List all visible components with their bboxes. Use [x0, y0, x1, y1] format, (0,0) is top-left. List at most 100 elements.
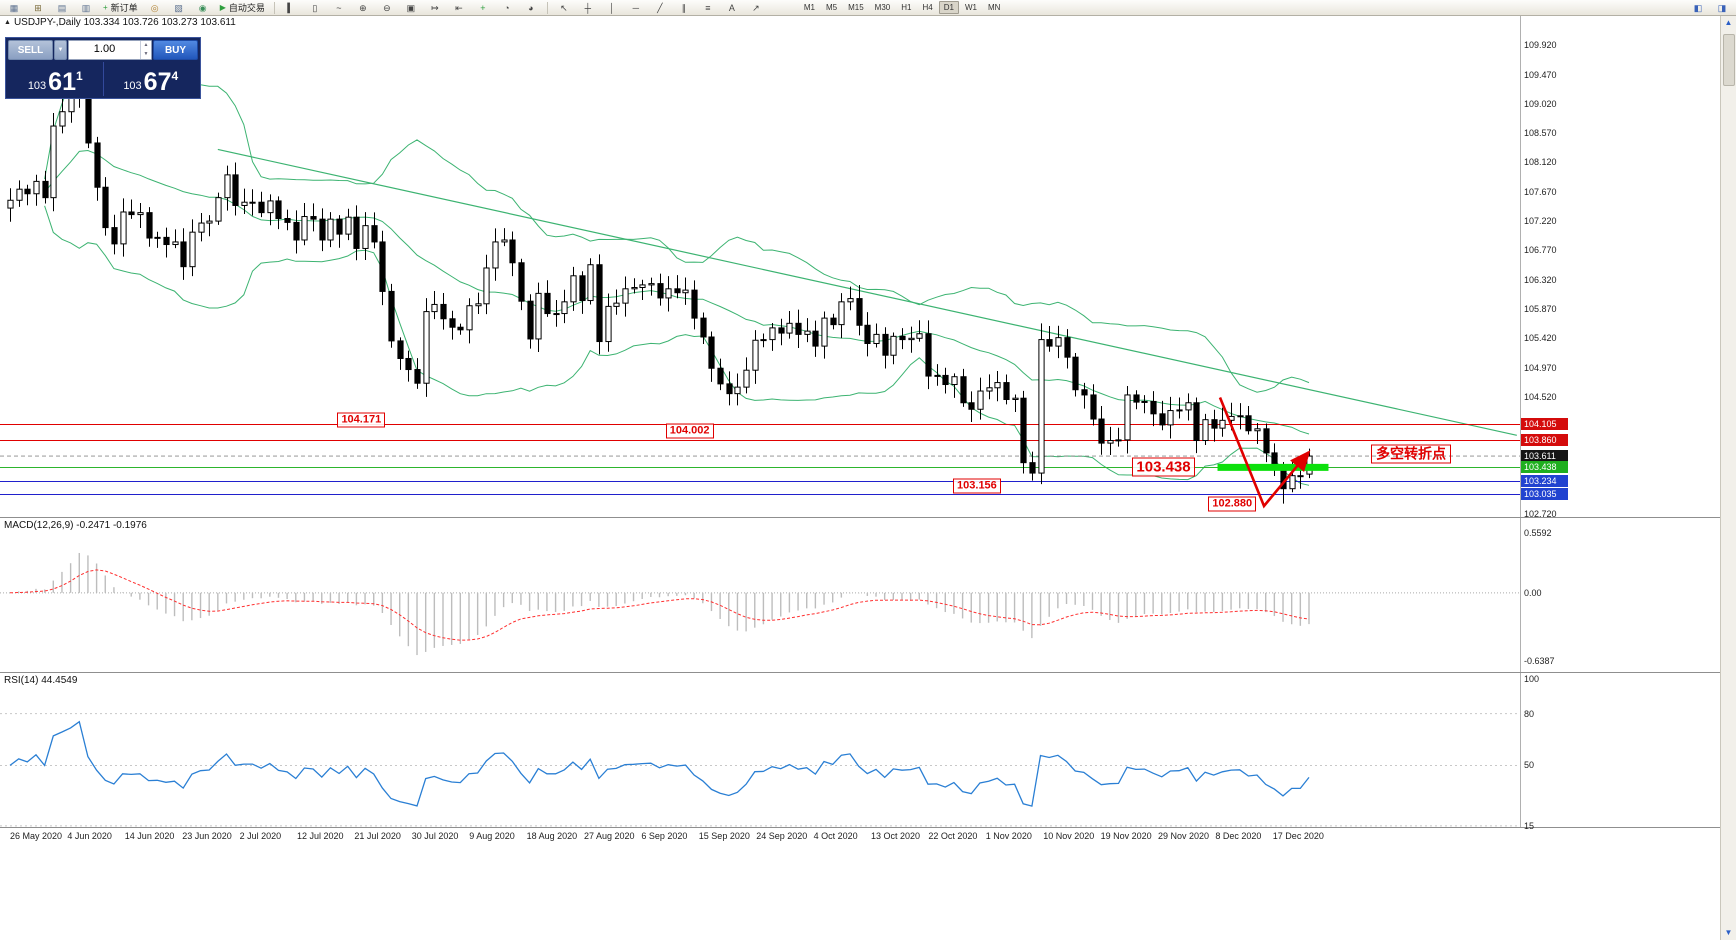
dock-left-icon[interactable]: ◧ — [1693, 2, 1703, 13]
bollinger-middle-band — [44, 149, 1310, 435]
volume-down-icon[interactable]: ▼ — [143, 51, 149, 57]
chart-window: ▲ USDJPY-,Daily 103.334 103.726 103.273 … — [0, 16, 1720, 940]
dock-right-icon[interactable]: ◨ — [1717, 2, 1727, 13]
date-label: 26 May 2020 — [10, 831, 63, 841]
charts-toolbar-icon[interactable]: ▦ — [9, 2, 19, 13]
indicators-icon[interactable]: + — [480, 2, 486, 13]
price-tick-label: 104.970 — [1524, 362, 1557, 373]
volume-input[interactable]: 1.00 ▲ ▼ — [68, 40, 152, 60]
price-tick-label: 109.470 — [1524, 69, 1557, 80]
date-label: 27 Aug 2020 — [584, 831, 635, 841]
price-tick-label: 105.870 — [1524, 303, 1557, 314]
date-axis[interactable]: 26 May 2020 4 Jun 2020 14 Jun 2020 23 Jun 2… — [0, 828, 1720, 845]
navigator-icon[interactable]: ▥ — [81, 2, 91, 13]
zoom-in-icon[interactable]: ⊕ — [359, 2, 367, 13]
timeframe-w1-button[interactable]: W1 — [964, 3, 977, 12]
horizontal-line-tool-icon[interactable]: ─ — [632, 2, 640, 13]
collapse-panel-icon[interactable]: ▲ — [4, 19, 11, 26]
macd-pane[interactable]: MACD(12,26,9) -0.2471 -0.1976 0.5592 0.00… — [0, 518, 1720, 673]
date-label: 1 Nov 2020 — [985, 831, 1032, 841]
price-tag: 104.105 — [1521, 417, 1568, 430]
date-label: 2 Jul 2020 — [239, 831, 282, 841]
timeframe-toolbar: M1 M5 M15 M30 H1 H4 D1 W1 MN — [799, 1, 1006, 14]
timeframe-m30-button[interactable]: M30 — [874, 3, 891, 12]
timeframe-m15-button[interactable]: M15 — [848, 3, 864, 12]
date-label: 14 Jun 2020 — [124, 831, 175, 841]
macd-canvas[interactable] — [0, 518, 1520, 673]
autotrading-label: 自动交易 — [228, 3, 265, 13]
timeframe-d1-button[interactable]: D1 — [938, 1, 959, 14]
macd-axis[interactable]: 0.5592 0.00 -0.6387 — [1520, 518, 1568, 672]
buy-price-prefix: 103 — [123, 80, 142, 92]
timeframe-h1-button[interactable]: H1 — [901, 3, 912, 12]
zoom-out-icon[interactable]: ⊖ — [383, 2, 391, 13]
crosshair-icon[interactable]: ┼ — [584, 2, 592, 13]
buy-price[interactable]: 103 67 4 — [104, 62, 199, 96]
macd-axis-label: -0.6387 — [1524, 656, 1555, 667]
cursor-icon[interactable]: ↖ — [560, 2, 568, 13]
rsi-axis-label: 50 — [1524, 760, 1535, 771]
tile-windows-icon[interactable]: ▣ — [406, 2, 416, 13]
chart-info: ▲ USDJPY-,Daily 103.334 103.726 103.273 … — [4, 17, 236, 28]
timeframe-m5-button[interactable]: M5 — [825, 3, 838, 12]
sell-price[interactable]: 103 61 1 — [8, 62, 104, 96]
price-chart-canvas[interactable] — [0, 16, 1520, 518]
sell-button[interactable]: SELL — [8, 40, 53, 60]
channel-tool-icon[interactable]: ∥ — [681, 2, 687, 13]
scroll-down-icon[interactable]: ▼ — [1724, 928, 1733, 937]
toolbar: ▦ ⊞ ▤ ▥ + 新订单 ◎ ▧ ◉ ▶ 自动交易 ▍ ▯ ~ ⊕ ⊖ ▣ ↦ ⇤ + ◔ ◕ ↖ ┼ │ ─ ╱ ∥… — [0, 0, 1736, 16]
date-label: 30 Jul 2020 — [411, 831, 459, 841]
volume-stepper[interactable]: ▲ ▼ — [140, 41, 151, 59]
timeframe-mn-button[interactable]: MN — [987, 3, 1001, 12]
autotrading-button[interactable]: ▶ 自动交易 — [216, 1, 269, 15]
market-watch-icon[interactable]: ⊞ — [34, 2, 42, 13]
new-order-button[interactable]: + 新订单 — [99, 1, 142, 15]
line-chart-mode-icon[interactable]: ~ — [336, 2, 342, 13]
trendline-tool-icon[interactable]: ╱ — [657, 2, 663, 13]
rsi-label: RSI(14) 44.4549 — [4, 675, 78, 686]
templates-icon[interactable]: ◕ — [528, 2, 534, 13]
date-label: 4 Jun 2020 — [67, 831, 112, 841]
sell-price-sup: 1 — [75, 69, 83, 83]
alerts-icon[interactable]: ◉ — [198, 2, 207, 13]
descending-trendline[interactable] — [217, 148, 1517, 436]
price-tick-label: 109.920 — [1524, 40, 1557, 51]
chart-shift-icon[interactable]: ⇤ — [455, 2, 463, 13]
scroll-up-icon[interactable]: ▲ — [1724, 18, 1733, 27]
vertical-scrollbar[interactable]: ▲ ▼ — [1720, 16, 1736, 940]
arrow-tool-icon[interactable]: ↗ — [752, 2, 760, 13]
v-reversal-arrow-annotation[interactable] — [1218, 397, 1311, 509]
volume-dropdown-icon[interactable]: ▼ — [54, 40, 67, 60]
macd-axis-label: 0.00 — [1524, 587, 1542, 598]
price-axis[interactable]: 109.920 109.470 109.020 108.570 108.120 107.6… — [1520, 16, 1568, 520]
fibonacci-tool-icon[interactable]: ≡ — [705, 2, 711, 13]
data-window-icon[interactable]: ▤ — [57, 2, 67, 13]
volume-value[interactable]: 1.00 — [93, 43, 116, 55]
main-chart-pane[interactable]: ▲ USDJPY-,Daily 103.334 103.726 103.273 … — [0, 16, 1720, 520]
timeframe-h4-button[interactable]: H4 — [922, 3, 933, 12]
buy-button[interactable]: BUY — [153, 40, 198, 60]
candlestick-mode-icon[interactable]: ▯ — [312, 2, 318, 13]
price-tick-label: 109.020 — [1524, 98, 1557, 109]
periods-icon[interactable]: ◔ — [504, 2, 510, 13]
date-label: 19 Nov 2020 — [1100, 831, 1152, 841]
rsi-pane[interactable]: RSI(14) 44.4549 100 80 50 15 — [0, 673, 1720, 831]
strategy-tester-icon[interactable]: ▧ — [174, 2, 183, 13]
rsi-canvas[interactable] — [0, 673, 1520, 828]
scrollbar-thumb[interactable] — [1723, 34, 1735, 86]
metaeditor-icon[interactable]: ◎ — [150, 2, 159, 13]
volume-up-icon[interactable]: ▲ — [143, 42, 149, 48]
price-tag: 103.611 — [1521, 450, 1568, 463]
macd-axis-label: 0.5592 — [1524, 528, 1552, 539]
auto-scroll-icon[interactable]: ↦ — [431, 2, 439, 13]
bar-chart-mode-icon[interactable]: ▍ — [287, 2, 295, 13]
timeframe-m1-button[interactable]: M1 — [803, 3, 815, 12]
text-tool-icon[interactable]: A — [728, 2, 735, 13]
vertical-line-tool-icon[interactable]: │ — [609, 2, 615, 13]
new-order-label: 新订单 — [110, 3, 138, 13]
rsi-axis[interactable]: 100 80 50 15 — [1520, 673, 1568, 831]
date-label: 24 Sep 2020 — [756, 831, 808, 841]
rsi-axis-label: 80 — [1524, 708, 1535, 719]
price-tick-label: 102.720 — [1524, 509, 1557, 520]
